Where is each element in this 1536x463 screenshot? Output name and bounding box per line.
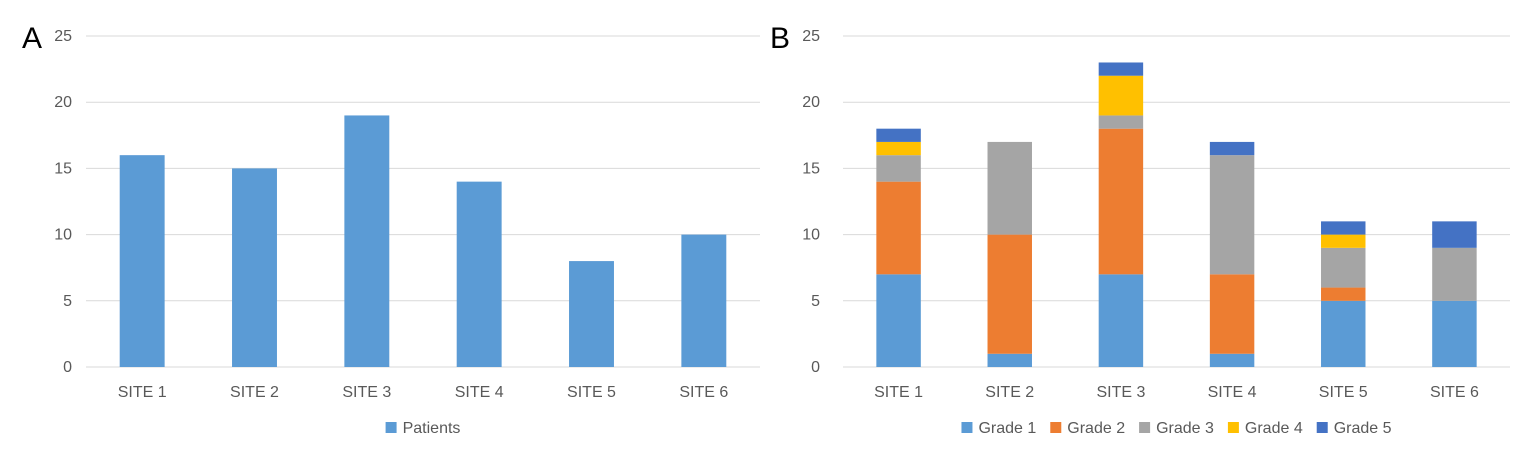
x-category-label: SITE 3 <box>1096 384 1145 401</box>
x-category-label: SITE 4 <box>1208 384 1257 401</box>
bar-site-4-grade-5 <box>1209 141 1255 156</box>
bar-site-6-patients <box>681 234 727 367</box>
bar-site-1-grade-4 <box>876 141 921 156</box>
x-category-label: SITE 5 <box>567 384 616 401</box>
legend: Grade 1 Grade 2 Grade 3 Grade 4 Grade 5 <box>961 420 1392 437</box>
y-tick-label: 25 <box>802 28 820 45</box>
legend-swatch <box>961 422 973 433</box>
legend-swatch <box>1227 422 1239 433</box>
y-tick-label: 20 <box>802 94 820 111</box>
chart-panel-a: A 0 5 10 15 20 25 SITE 1 SITE 2 SITE 3 SITE 4 SITE … <box>22 22 760 437</box>
legend-label: Grade 1 <box>978 420 1036 437</box>
legend-label: Grade 2 <box>1067 420 1125 437</box>
y-tick-label: 20 <box>54 94 72 111</box>
bar-site-1-grade-5 <box>876 128 921 142</box>
y-tick-label: 25 <box>54 28 72 45</box>
y-tick-label: 10 <box>54 227 72 244</box>
x-category-label: SITE 4 <box>455 384 504 401</box>
legend-swatch <box>1050 422 1062 433</box>
bar-site-6-grade-3 <box>1432 247 1477 301</box>
y-tick-label: 15 <box>54 160 72 177</box>
panel-label: A <box>22 22 42 55</box>
bar-site-5-grade-1 <box>1321 300 1366 367</box>
bar-site-5-grade-3 <box>1321 247 1366 288</box>
bar-site-5-grade-2 <box>1321 287 1366 301</box>
bar-site-4-grade-3 <box>1209 155 1255 275</box>
bar-site-6-grade-5 <box>1432 221 1477 248</box>
chart-panel-b: B 0 5 10 15 20 25 SITE 1 SITE 2 SITE 3 SITE 4 SITE … <box>770 22 1510 437</box>
bar-site-1-grade-3 <box>876 155 921 182</box>
legend-label: Grade 4 <box>1245 420 1303 437</box>
legend-swatch <box>1316 422 1328 433</box>
legend-label: Patients <box>403 420 461 437</box>
bar-site-2-patients <box>232 168 277 367</box>
bar-site-2-grade-2 <box>987 234 1032 354</box>
bar-site-3-grade-3 <box>1098 115 1144 129</box>
bar-site-3-grade-4 <box>1098 75 1144 116</box>
y-tick-label: 0 <box>63 359 72 376</box>
y-tick-label: 15 <box>802 160 820 177</box>
legend-swatch <box>385 422 397 433</box>
y-tick-label: 0 <box>811 359 820 376</box>
bar-site-4-grade-2 <box>1209 274 1255 354</box>
bar-site-6-grade-1 <box>1432 300 1477 367</box>
bar-site-4-grade-1 <box>1209 353 1255 367</box>
bar-site-3-grade-1 <box>1098 274 1144 367</box>
x-category-label: SITE 6 <box>1430 384 1479 401</box>
y-tick-label: 5 <box>63 293 72 310</box>
bar-site-3-patients <box>344 115 390 367</box>
bar-site-5-patients <box>569 261 614 367</box>
panel-label: B <box>770 22 790 55</box>
x-category-label: SITE 1 <box>874 384 923 401</box>
x-category-label: SITE 2 <box>230 384 279 401</box>
bar-site-3-grade-5 <box>1098 62 1144 76</box>
bar-site-3-grade-2 <box>1098 128 1144 275</box>
y-tick-label: 5 <box>811 293 820 310</box>
bar-site-1-grade-1 <box>876 274 921 367</box>
x-category-label: SITE 3 <box>342 384 391 401</box>
x-category-label: SITE 6 <box>679 384 728 401</box>
bar-site-2-grade-3 <box>987 141 1032 235</box>
bar-site-5-grade-5 <box>1321 221 1366 235</box>
legend-swatch <box>1139 422 1151 433</box>
x-category-label: SITE 1 <box>118 384 167 401</box>
bar-site-1-patients <box>119 155 165 367</box>
x-category-label: SITE 5 <box>1319 384 1368 401</box>
bar-site-4-patients <box>456 181 502 367</box>
legend-label: Grade 3 <box>1156 420 1214 437</box>
bar-site-1-grade-2 <box>876 181 921 275</box>
bar-site-2-grade-1 <box>987 353 1032 367</box>
bar-site-5-grade-4 <box>1321 234 1366 248</box>
x-category-label: SITE 2 <box>985 384 1034 401</box>
legend-label: Grade 5 <box>1334 420 1392 437</box>
y-tick-label: 10 <box>802 227 820 244</box>
legend: Patients <box>385 420 461 437</box>
